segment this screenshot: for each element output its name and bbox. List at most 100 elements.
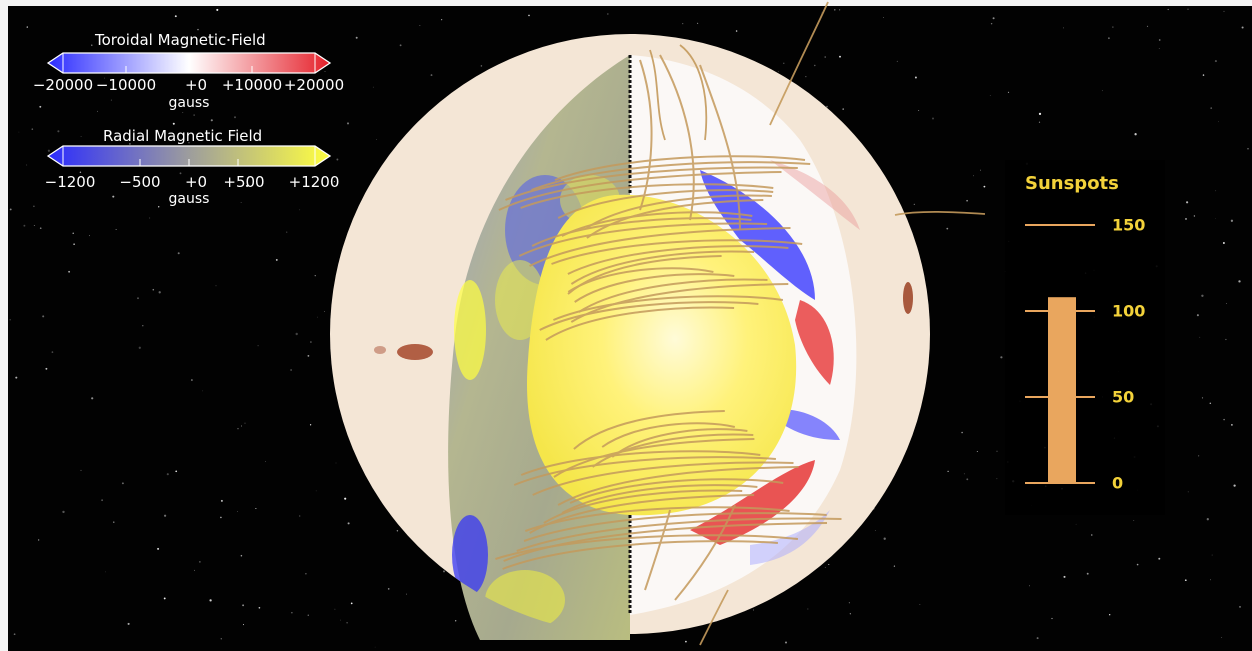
toroidal-tick-min: −20000 (32, 76, 94, 94)
field-line (543, 489, 743, 524)
star (344, 497, 347, 500)
field-line (502, 540, 778, 570)
star (255, 507, 257, 510)
field-line (553, 438, 755, 478)
star (1158, 39, 1161, 41)
star (918, 110, 920, 111)
star (697, 22, 699, 24)
star (1209, 402, 1212, 405)
star (1206, 518, 1209, 521)
star (441, 19, 443, 21)
star (419, 25, 421, 26)
star (26, 164, 28, 166)
field-line (561, 211, 753, 237)
star (1231, 424, 1233, 426)
star (814, 64, 816, 67)
star (396, 530, 399, 532)
field-line (569, 478, 784, 504)
star (197, 28, 199, 31)
star (324, 311, 325, 312)
star (163, 514, 167, 517)
field-line (498, 171, 782, 211)
star (430, 74, 433, 77)
star (315, 490, 317, 492)
sunspot-markings (374, 282, 913, 360)
star (821, 12, 822, 14)
star (828, 563, 830, 566)
toroidal-unit: gauss (168, 95, 210, 111)
field-line (524, 506, 790, 532)
star (26, 26, 28, 28)
star (961, 431, 963, 434)
star (295, 332, 298, 336)
star (105, 571, 107, 573)
star (849, 613, 851, 615)
star (191, 379, 193, 381)
star (193, 114, 195, 116)
star (72, 232, 74, 234)
field-line (531, 217, 752, 247)
star (1158, 557, 1161, 560)
star (1225, 338, 1227, 341)
radial-tick-zero: +0 (184, 173, 208, 191)
star (996, 450, 998, 452)
star (893, 565, 896, 567)
star (1201, 397, 1204, 399)
star (346, 122, 350, 125)
star (1000, 356, 1003, 359)
star (848, 602, 850, 604)
star (1202, 74, 1205, 76)
star (1158, 47, 1160, 49)
star (127, 622, 130, 625)
star (528, 14, 530, 17)
star (163, 597, 166, 600)
star (996, 478, 998, 480)
star (455, 620, 457, 622)
star (174, 15, 177, 18)
star (1187, 491, 1189, 493)
star (1146, 25, 1149, 28)
star (1215, 190, 1217, 192)
star (307, 614, 309, 616)
field-line (585, 194, 772, 229)
sunspots-panel-bg (1005, 160, 1165, 515)
field-line (567, 245, 789, 275)
star (1167, 8, 1169, 11)
star (23, 224, 26, 227)
sunspots-label-0: 0 (1112, 473, 1124, 493)
field-line (592, 433, 754, 468)
star (347, 522, 350, 525)
sunspots-label-50: 50 (1112, 387, 1135, 407)
star (188, 142, 190, 144)
star (91, 397, 94, 400)
star (1218, 121, 1219, 123)
field-line (699, 64, 741, 231)
star (842, 108, 844, 110)
star (1199, 336, 1201, 338)
field-line (513, 456, 776, 486)
star (207, 103, 209, 105)
star (257, 345, 259, 347)
field-line (601, 422, 736, 448)
star (1028, 585, 1030, 587)
star (110, 99, 112, 101)
star (234, 116, 236, 119)
star (218, 31, 220, 33)
star (839, 55, 841, 58)
star (115, 229, 117, 231)
star (309, 424, 312, 426)
star (199, 561, 201, 563)
field-line (553, 295, 784, 321)
star (33, 225, 35, 227)
star (317, 316, 318, 318)
star (237, 511, 239, 512)
star (1063, 27, 1064, 29)
star (1134, 133, 1137, 136)
star (966, 199, 968, 202)
star (1184, 579, 1187, 582)
star (245, 184, 249, 188)
toroidal-tick-neg: −10000 (95, 76, 157, 94)
star (913, 203, 915, 206)
